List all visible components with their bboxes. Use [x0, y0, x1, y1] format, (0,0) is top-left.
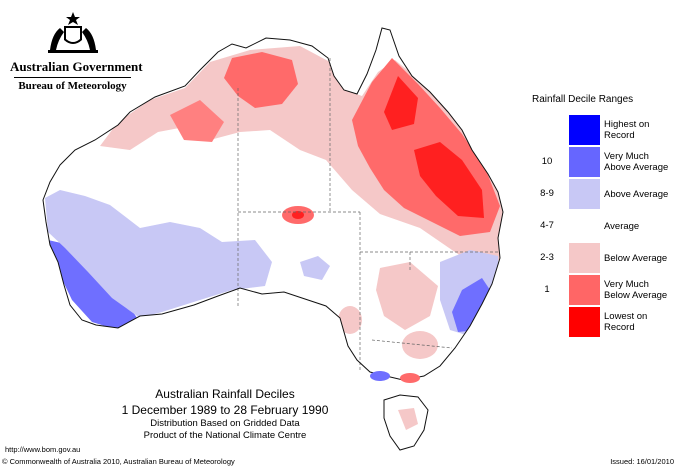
region-central-lowest — [292, 211, 304, 219]
map-title: Australian Rainfall Deciles — [155, 387, 295, 401]
legend-swatch — [569, 179, 600, 209]
region-qld-lowest-on-record-east — [414, 142, 484, 218]
issued-date: Issued: 16/01/2010 — [610, 457, 674, 466]
government-logo-block: Australian Government Bureau of Meteorol… — [10, 10, 143, 92]
legend: Rainfall Decile Ranges Highest on Record… — [532, 94, 672, 338]
legend-swatch — [569, 243, 600, 273]
bureau-name: Bureau of Meteorology — [18, 80, 127, 92]
region-se-very-much-above — [452, 278, 494, 332]
copyright-notice: © Commonwealth of Australia 2010, Austra… — [2, 457, 235, 466]
date-range: 1 December 1989 to 28 February 1990 — [121, 403, 329, 417]
region-central-above-average — [172, 250, 250, 292]
legend-swatch — [569, 275, 600, 305]
tasmania-below-average — [398, 408, 418, 430]
product-note: Product of the National Climate Centre — [143, 430, 307, 441]
legend-label: Very Much Above Average — [604, 151, 669, 173]
legend-label: Highest on Record — [604, 119, 650, 141]
legend-swatch — [569, 115, 600, 145]
website-link[interactable]: http://www.bom.gov.au — [5, 445, 81, 454]
legend-range: 4-7 — [540, 220, 554, 231]
legend-item: Lowest on Record — [532, 306, 672, 338]
coat-of-arms-icon — [47, 12, 98, 53]
legend-item: 4-7 Average — [532, 210, 672, 242]
legend-swatch — [569, 147, 600, 177]
legend-item: 8-9 Above Average — [532, 178, 672, 210]
decile-regions — [45, 46, 503, 359]
map-caption: Australian Rainfall Deciles 1 December 1… — [105, 387, 345, 442]
legend-label: Above Average — [604, 188, 669, 200]
region-west-very-much-above — [48, 240, 140, 330]
title-divider — [14, 77, 131, 78]
legend-label: Average — [604, 220, 640, 232]
region-north-very-much-below — [224, 52, 298, 108]
legend-range: 1 — [544, 284, 550, 295]
legend-item: 1 Very Much Below Average — [532, 274, 672, 306]
government-title: Australian Government — [10, 59, 143, 74]
legend-item: 10 Very Much Above Average — [532, 146, 672, 178]
legend-range: 8-9 — [540, 188, 554, 199]
legend-swatch — [569, 211, 600, 241]
legend-label: Very Much Below Average — [604, 279, 668, 301]
legend-range: 2-3 — [540, 252, 554, 263]
legend-range: 10 — [541, 156, 553, 167]
region-vic-coast-below — [400, 373, 420, 383]
region-sa-below-average — [376, 262, 438, 330]
region-vic-coast-above — [370, 371, 390, 381]
region-sa-below-average-3 — [402, 331, 438, 359]
region-kimberley-very-much-below — [170, 100, 224, 142]
state-boundaries — [237, 58, 500, 372]
legend-item: Highest on Record — [532, 114, 672, 146]
distribution-note: Distribution Based on Gridded Data — [150, 418, 300, 429]
legend-label: Lowest on Record — [604, 311, 648, 333]
region-qld-lowest-on-record — [384, 76, 418, 130]
legend-swatch — [569, 307, 600, 337]
legend-item: 2-3 Below Average — [532, 242, 672, 274]
region-sa-below-average-2 — [338, 306, 362, 334]
legend-label: Below Average — [604, 252, 668, 264]
region-south-above-average — [300, 256, 330, 280]
legend-title: Rainfall Decile Ranges — [532, 94, 634, 105]
